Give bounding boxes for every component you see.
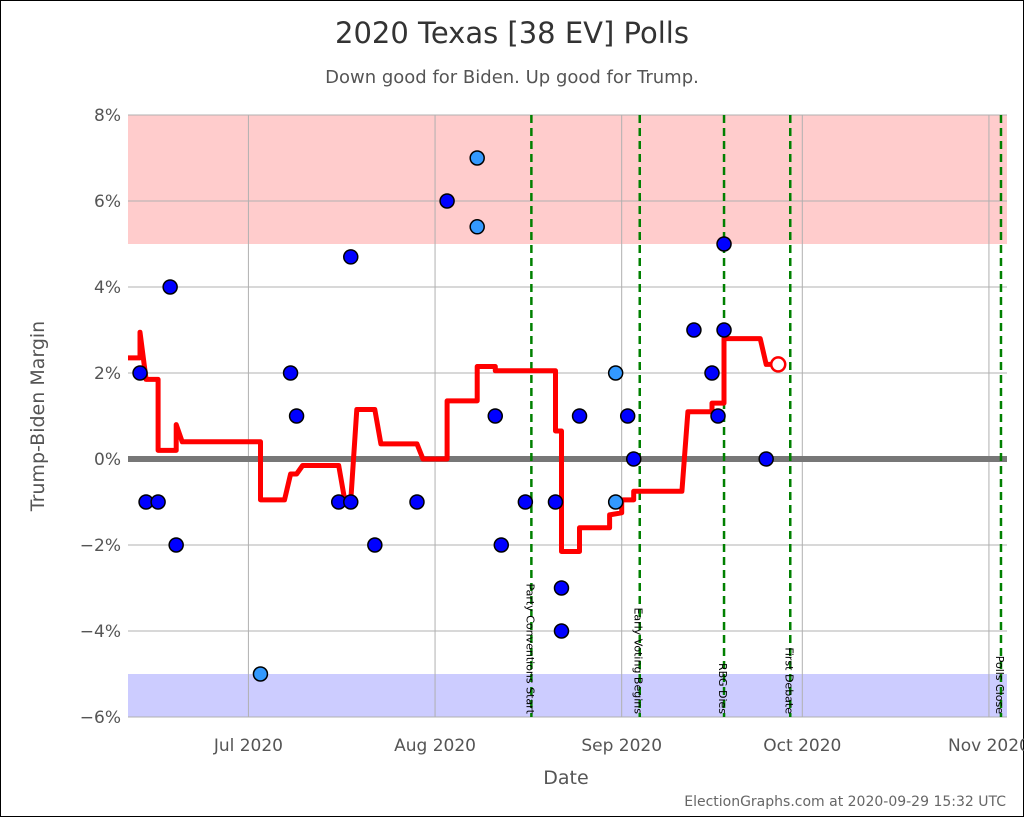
poll-point-0-3 (162, 279, 178, 295)
poll-point-0-24 (716, 236, 732, 252)
event-label-1: Early Voting Begins (632, 607, 645, 714)
average-line-path (128, 329, 779, 554)
y-axis-ticks: 8% 6% 4% 2% 0% −2% −4% −6% (80, 106, 121, 728)
y-tick-label-4: 0% (94, 450, 121, 470)
band-0 (128, 115, 1007, 244)
poll-point-0-15 (517, 494, 534, 510)
poll-point-1-0 (252, 666, 269, 682)
event-label-4: Polls Close (993, 656, 1006, 715)
poll-point-0-20 (619, 408, 636, 424)
event-lines: Party Conventions Start Early Voting Begi… (523, 115, 1006, 717)
x-tick-label-0: Jul 2020 (213, 736, 283, 756)
poll-point-0-5 (282, 365, 299, 381)
poll-point-0-22 (686, 322, 702, 338)
poll-point-0-14 (493, 537, 510, 553)
poll-point-1-1 (469, 150, 485, 166)
y-tick-label-7: −6% (80, 708, 121, 728)
chart-title: 2020 Texas [38 EV] Polls (335, 16, 689, 50)
x-tick-label-2: Sep 2020 (581, 736, 662, 756)
poll-point-0-18 (553, 623, 570, 639)
y-tick-label-2: 4% (94, 278, 121, 298)
poll-point-0-13 (487, 408, 504, 424)
poll-point-0-4 (168, 537, 184, 553)
y-tick-label-1: 6% (94, 192, 121, 212)
y-tick-label-6: −4% (80, 622, 121, 642)
x-tick-label-4: Nov 2020 (948, 736, 1024, 756)
poll-point-0-12 (439, 193, 455, 209)
y-axis-title: Trump-Biden Margin (27, 321, 49, 512)
credit-text: ElectionGraphs.com at 2020-09-29 15:32 U… (684, 794, 1006, 810)
margin-bands (128, 115, 1007, 717)
poll-point-0-25 (716, 322, 732, 338)
band-1 (128, 674, 1007, 717)
chart-subtitle: Down good for Biden. Up good for Trump. (325, 67, 699, 88)
poll-point-0-10 (367, 537, 383, 553)
gridlines (128, 114, 1007, 718)
x-tick-label-1: Aug 2020 (394, 736, 476, 756)
event-label-3: First Debate (782, 647, 795, 714)
poll-point-0-19 (571, 408, 588, 424)
event-label-0: Party Conventions Start (523, 583, 536, 714)
poll-point-0-21 (625, 451, 642, 467)
average-line (128, 329, 787, 554)
poll-point-0-8 (343, 249, 359, 265)
poll-point-0-23 (704, 365, 720, 381)
x-tick-label-3: Oct 2020 (763, 736, 841, 756)
poll-points (132, 150, 774, 682)
poll-point-0-0 (132, 365, 148, 381)
poll-point-0-6 (288, 408, 305, 424)
x-axis-ticks: Jul 2020 Aug 2020 Sep 2020 Oct 2020 Nov 2020 (213, 736, 1024, 756)
average-endpoint (769, 356, 787, 373)
poll-point-0-11 (409, 494, 425, 510)
x-axis-title: Date (543, 767, 588, 789)
poll-point-0-16 (547, 494, 564, 510)
event-label-2: RBG Dies (716, 663, 729, 714)
poll-point-0-9 (343, 494, 359, 510)
poll-point-0-26 (710, 408, 726, 424)
y-tick-label-3: 2% (94, 364, 121, 384)
poll-point-1-3 (607, 365, 624, 381)
y-tick-label-5: −2% (80, 536, 121, 556)
poll-point-1-4 (607, 494, 624, 510)
poll-point-1-2 (469, 219, 485, 235)
y-tick-label-0: 8% (94, 106, 121, 126)
poll-point-0-17 (553, 580, 570, 596)
poll-point-0-2 (150, 494, 166, 510)
poll-point-0-27 (758, 451, 774, 467)
